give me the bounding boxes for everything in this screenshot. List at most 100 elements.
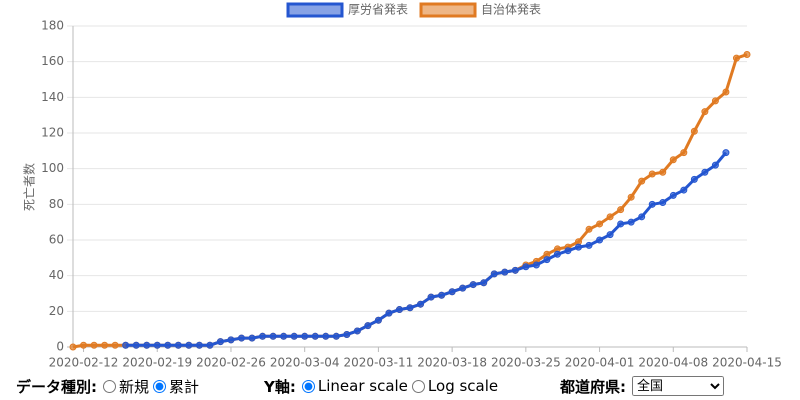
x-tick-label: 2020-03-25	[491, 356, 561, 370]
data-point	[90, 341, 98, 349]
legend-swatch	[419, 2, 477, 18]
radio-option[interactable]: 累計	[153, 376, 199, 397]
data-point	[406, 304, 414, 312]
data-point	[259, 332, 267, 340]
legend-label: 自治体発表	[481, 3, 541, 17]
data-point	[596, 236, 604, 244]
data-point	[164, 341, 172, 349]
data-point	[469, 281, 477, 289]
data-point	[459, 284, 467, 292]
data-point	[185, 341, 193, 349]
x-tick-label: 2020-04-15	[712, 356, 782, 370]
legend: 厚労省発表 自治体発表	[286, 2, 541, 18]
radio-option[interactable]: Linear scale	[301, 377, 408, 395]
data-point	[374, 316, 382, 324]
data-point	[648, 170, 656, 178]
x-tick-label: 2020-02-26	[196, 356, 266, 370]
legend-swatch	[286, 2, 344, 18]
radio-option[interactable]: 新規	[103, 376, 149, 397]
radio-button[interactable]	[153, 379, 167, 393]
controls: データ種別: 新規 累計 Y軸: Linear scale Log scale 都道府県: 全…	[16, 375, 796, 399]
radio-label: Linear scale	[317, 377, 408, 395]
data-point	[269, 332, 277, 340]
radio-group: データ種別: 新規 累計	[16, 375, 203, 397]
data-point	[680, 186, 688, 194]
radio-label: 累計	[169, 377, 200, 396]
x-tick-label: 2020-02-12	[49, 356, 119, 370]
y-tick-label: 20	[49, 304, 64, 318]
data-point	[690, 127, 698, 135]
data-point	[617, 220, 625, 228]
radio-label: 新規	[119, 377, 150, 396]
data-point	[364, 322, 372, 330]
data-point	[669, 156, 677, 164]
data-point	[553, 250, 561, 258]
data-point	[511, 266, 519, 274]
data-point	[638, 177, 646, 185]
radio-button[interactable]	[103, 379, 116, 393]
y-axis-title: 死亡者数	[22, 163, 37, 211]
y-tick-label: 40	[49, 268, 64, 282]
data-point	[522, 263, 530, 271]
data-point	[206, 341, 214, 349]
data-point	[711, 97, 719, 105]
series-line	[72, 53, 748, 349]
group-label: データ種別:	[16, 377, 97, 396]
data-point	[122, 341, 130, 349]
data-point	[575, 243, 582, 251]
data-point	[80, 341, 88, 349]
data-point	[385, 309, 393, 317]
series	[122, 149, 730, 349]
data-point	[490, 270, 498, 278]
data-point	[448, 288, 456, 296]
data-point	[627, 218, 635, 226]
radio-option[interactable]: Log scale	[411, 377, 499, 395]
radio-label: Log scale	[427, 377, 499, 395]
x-tick-label: 2020-03-11	[344, 356, 414, 370]
data-point	[395, 306, 403, 314]
data-point	[480, 279, 488, 287]
data-point	[585, 225, 593, 233]
data-point	[617, 206, 625, 214]
data-point	[722, 149, 730, 157]
data-point	[111, 341, 119, 349]
data-point	[290, 332, 298, 340]
data-point	[343, 331, 351, 339]
data-point	[332, 332, 340, 340]
x-tick-label: 2020-04-01	[565, 356, 635, 370]
y-tick-label: 140	[41, 90, 64, 104]
data-point	[69, 343, 77, 351]
data-point	[659, 168, 667, 176]
x-tick-label: 2020-04-08	[638, 356, 708, 370]
group-label: 都道府県:	[560, 377, 626, 396]
data-point	[427, 293, 435, 301]
group-label: Y軸:	[264, 377, 296, 396]
data-point	[585, 241, 593, 249]
data-point	[722, 88, 730, 96]
data-point	[669, 191, 677, 199]
data-point	[311, 332, 319, 340]
data-point	[543, 256, 551, 264]
data-point	[501, 268, 509, 276]
data-point	[532, 261, 540, 269]
data-point	[606, 231, 614, 239]
series-line	[125, 151, 728, 347]
data-point	[638, 213, 646, 221]
radio-button[interactable]	[411, 379, 425, 393]
y-tick-label: 0	[56, 340, 64, 354]
x-tick-label: 2020-03-18	[417, 356, 487, 370]
legend-label: 厚労省発表	[348, 3, 408, 17]
data-point	[701, 168, 709, 176]
data-point	[732, 54, 740, 62]
data-point	[627, 193, 635, 201]
data-point	[606, 213, 614, 221]
data-point	[743, 51, 751, 59]
y-tick-label: 80	[49, 197, 64, 211]
radio-group: Y軸: Linear scale Log scale	[264, 375, 502, 397]
radio-button[interactable]	[301, 379, 315, 393]
y-tick-label: 120	[41, 126, 64, 140]
data-point	[417, 300, 425, 308]
prefecture-select[interactable]: 全国	[632, 376, 724, 396]
data-point	[353, 327, 361, 335]
